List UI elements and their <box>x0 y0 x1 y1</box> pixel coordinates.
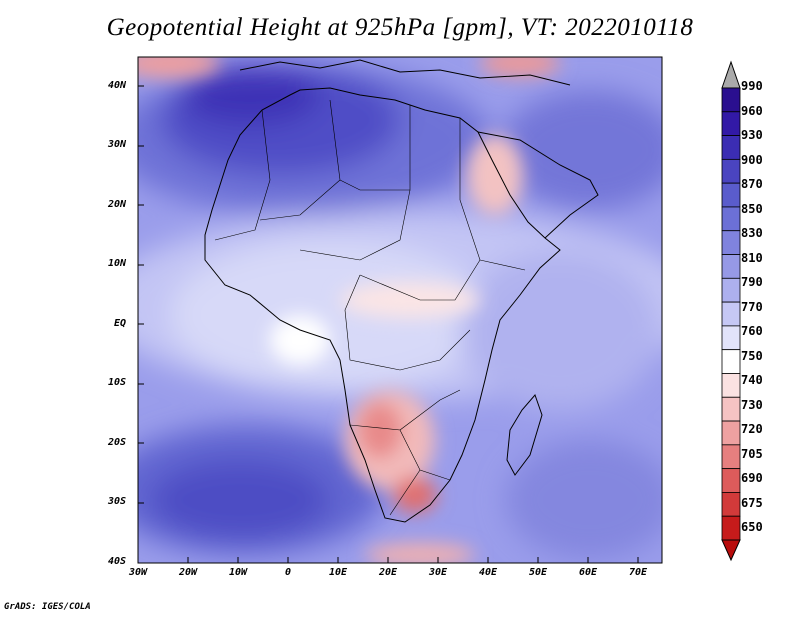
colorbar-label: 650 <box>741 520 763 534</box>
colorbar-label: 930 <box>741 128 763 142</box>
colorbar-box <box>721 254 741 279</box>
colorbar <box>721 60 741 562</box>
lat-label: 10S <box>108 377 127 388</box>
map-title: Geopotential Height at 925hPa [gpm], VT:… <box>106 14 694 41</box>
lon-label: 20E <box>378 567 398 578</box>
lon-label: 30W <box>128 567 148 578</box>
lat-label: 30N <box>108 139 127 150</box>
colorbar-label: 730 <box>741 398 763 412</box>
colorbar-box <box>721 182 741 208</box>
lat-label: 10N <box>108 258 127 269</box>
lat-label: 40S <box>108 556 127 567</box>
colorbar-box <box>721 111 741 136</box>
colorbar-label: 740 <box>741 373 763 387</box>
colorbar-box <box>721 349 741 374</box>
colorbar-label: 830 <box>741 226 763 240</box>
arabia-coastline <box>477 131 599 239</box>
colorbar-label: 900 <box>741 153 763 167</box>
axis-ticks <box>138 85 639 563</box>
lat-label: 40N <box>108 80 127 91</box>
lon-label: 70E <box>628 567 648 578</box>
lon-label: 50E <box>528 567 548 578</box>
lat-label: EQ <box>114 318 127 329</box>
colorbar-label: 720 <box>741 422 763 436</box>
europe-coastline <box>239 59 571 86</box>
colorbar-box <box>721 301 741 327</box>
lon-label: 20W <box>178 567 198 578</box>
grads-credit: GrADS: IGES/COLA <box>4 602 91 612</box>
colorbar-bottom-arrow <box>721 539 741 562</box>
lat-label: 20S <box>108 437 127 448</box>
colorbar-label: 810 <box>741 251 763 265</box>
colorbar-label: 960 <box>741 104 763 118</box>
colorbar-box <box>721 515 741 541</box>
lat-label: 30S <box>108 496 127 507</box>
lon-label: 10W <box>228 567 248 578</box>
lat-label: 20N <box>108 199 127 210</box>
africa-coastline <box>204 87 561 523</box>
colorbar-label: 760 <box>741 324 763 338</box>
colorbar-label: 850 <box>741 202 763 216</box>
colorbar-label: 690 <box>741 471 763 485</box>
country-borders <box>214 99 526 516</box>
colorbar-label: 770 <box>741 300 763 314</box>
colorbar-box <box>721 492 741 517</box>
colorbar-label: 990 <box>741 79 763 93</box>
colorbar-box <box>721 135 741 160</box>
madagascar-coastline <box>506 394 543 476</box>
coastlines <box>204 59 599 523</box>
colorbar-top-arrow <box>721 60 741 89</box>
colorbar-label: 790 <box>741 275 763 289</box>
colorbar-label: 870 <box>741 177 763 191</box>
colorbar-box <box>721 87 741 113</box>
colorbar-label: 705 <box>741 447 763 461</box>
colorbar-box <box>721 420 741 446</box>
colorbar-box <box>721 468 741 493</box>
lon-label: 40E <box>478 567 498 578</box>
colorbar-box <box>721 277 741 303</box>
colorbar-box <box>721 230 741 255</box>
lon-label: 60E <box>578 567 598 578</box>
height-field <box>138 57 662 563</box>
colorbar-label: 750 <box>741 349 763 363</box>
plot-frame <box>137 56 663 564</box>
colorbar-box <box>721 373 741 398</box>
colorbar-label: 675 <box>741 496 763 510</box>
colorbar-box <box>721 325 741 351</box>
lon-label: 0 <box>284 567 292 578</box>
colorbar-box <box>721 206 741 232</box>
lon-label: 10E <box>328 567 348 578</box>
colorbar-box <box>721 158 741 184</box>
colorbar-box <box>721 444 741 470</box>
lon-label: 30E <box>428 567 448 578</box>
colorbar-box <box>721 396 741 422</box>
